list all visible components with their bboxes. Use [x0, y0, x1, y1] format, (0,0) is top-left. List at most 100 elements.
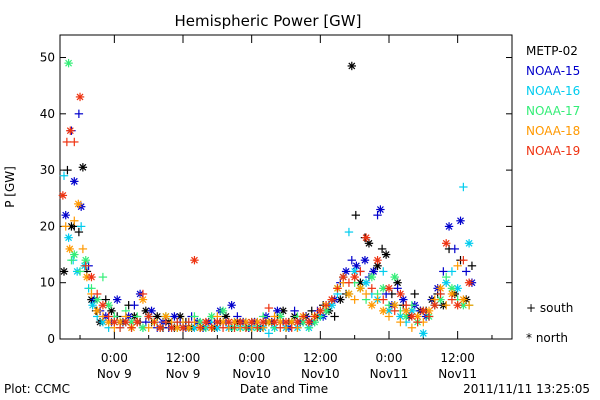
south-point-NOAA-19	[253, 323, 262, 332]
north-point-NOAA-16	[442, 278, 451, 287]
north-point-NOAA-15	[369, 267, 378, 276]
north-point-NOAA-18	[379, 306, 388, 316]
legend-entry-noaa-18: NOAA-18	[526, 124, 580, 138]
legend-entry-metp-02: METP-02	[526, 44, 578, 58]
north-point-NOAA-15	[147, 306, 156, 316]
north-point-NOAA-19	[98, 301, 108, 310]
south-point-NOAA-19	[321, 301, 331, 310]
north-point-NOAA-17	[218, 306, 228, 316]
north-point-NOAA-17	[390, 272, 399, 282]
south-point-NOAA-19	[459, 255, 468, 265]
south-point-NOAA-18	[61, 222, 70, 231]
y-axis-label: P [GW]	[3, 166, 17, 208]
south-point-NOAA-19	[367, 284, 377, 293]
north-point-NOAA-16	[464, 239, 474, 248]
north-point-METP-02	[381, 250, 391, 259]
marker-legend-south: + south	[526, 301, 573, 315]
x-tick-time-label: 12:00	[166, 351, 201, 365]
x-tick-time-label: 12:00	[303, 351, 338, 365]
south-point-NOAA-18	[361, 289, 371, 299]
north-point-NOAA-18	[138, 295, 148, 304]
north-point-NOAA-15	[444, 222, 454, 231]
south-point-NOAA-15	[450, 244, 459, 254]
south-point-NOAA-18	[442, 301, 451, 310]
x-tick-date-label: Nov10	[232, 367, 271, 381]
y-tick-label: 40	[40, 107, 55, 121]
x-axis: 0:00 Nov 9 12:00 Nov 9 0:00 Nov10 12:00 Nov10 0:…	[79, 35, 493, 381]
south-point-NOAA-19	[401, 301, 411, 310]
north-point-NOAA-19	[464, 278, 474, 287]
south-point-NOAA-19	[161, 317, 171, 327]
north-point-METP-02	[107, 306, 116, 316]
north-point-NOAA-15	[376, 205, 385, 214]
north-point-NOAA-17	[70, 250, 79, 259]
north-point-NOAA-18	[344, 289, 354, 299]
north-point-NOAA-19	[293, 317, 302, 327]
north-point-NOAA-19	[66, 126, 75, 135]
south-point-NOAA-19	[195, 323, 205, 332]
marker-legend-north: * north	[526, 331, 568, 345]
south-point-METP-02	[351, 210, 361, 220]
north-point-NOAA-19	[304, 317, 314, 327]
north-point-NOAA-19	[407, 312, 417, 321]
north-point-NOAA-19	[87, 272, 96, 282]
south-point-NOAA-17	[442, 272, 451, 282]
south-point-NOAA-17	[98, 272, 108, 282]
north-point-NOAA-15	[456, 216, 465, 225]
north-point-NOAA-17	[447, 284, 457, 293]
north-point-NOAA-18	[92, 306, 102, 316]
north-point-NOAA-15	[170, 312, 179, 321]
south-point-NOAA-19	[230, 323, 239, 332]
south-point-NOAA-19	[173, 317, 182, 327]
north-point-NOAA-16	[419, 329, 428, 338]
south-point-NOAA-19	[436, 289, 445, 299]
south-point-NOAA-19	[264, 303, 274, 313]
x-tick-time-label: 12:00	[440, 351, 475, 365]
north-point-NOAA-19	[384, 284, 394, 293]
south-point-NOAA-15	[74, 109, 84, 119]
south-point-NOAA-18	[350, 295, 359, 304]
chart-title: Hemispheric Power [GW]	[175, 12, 362, 30]
north-point-METP-02	[153, 312, 162, 321]
south-point-NOAA-19	[276, 323, 285, 332]
south-point-NOAA-16	[459, 182, 468, 192]
south-point-NOAA-15	[462, 267, 471, 276]
south-point-NOAA-19	[356, 267, 365, 276]
north-point-NOAA-15	[352, 261, 361, 271]
south-point-NOAA-15	[290, 306, 299, 316]
north-point-NOAA-19	[396, 289, 405, 299]
y-tick-label: 10	[40, 276, 55, 290]
south-point-NOAA-18	[453, 261, 462, 271]
south-point-METP-02	[74, 227, 84, 237]
south-point-METP-02	[330, 312, 339, 321]
south-point-NOAA-19	[115, 323, 125, 332]
south-point-NOAA-17	[75, 267, 85, 276]
south-point-NOAA-16	[59, 171, 69, 180]
south-point-NOAA-19	[287, 323, 296, 332]
north-point-NOAA-18	[65, 244, 74, 254]
north-point-NOAA-15	[273, 306, 282, 316]
north-point-METP-02	[78, 163, 88, 172]
x-tick-time-label: 0:00	[376, 351, 403, 365]
timestamp: 2011/11/11 13:25:05	[463, 382, 590, 396]
x-tick-date-label: Nov11	[370, 367, 409, 381]
north-point-NOAA-19	[236, 317, 245, 327]
north-point-NOAA-16	[361, 278, 371, 287]
north-point-NOAA-19	[350, 272, 359, 282]
y-axis: 0 10 20 30 40 50	[40, 51, 512, 346]
north-point-NOAA-19	[281, 317, 291, 327]
south-point-METP-02	[467, 261, 477, 271]
x-tick-date-label: Nov 9	[97, 367, 132, 381]
south-point-NOAA-19	[92, 289, 102, 299]
south-point-NOAA-19	[127, 323, 136, 332]
north-point-NOAA-19	[453, 301, 462, 310]
north-point-NOAA-19	[190, 255, 199, 265]
marker-legend: + south * north	[526, 301, 573, 345]
north-point-NOAA-19	[419, 306, 428, 316]
south-point-NOAA-16	[264, 329, 274, 338]
south-point-NOAA-19	[104, 312, 113, 321]
south-point-NOAA-19	[390, 306, 399, 316]
north-point-METP-02	[175, 312, 185, 321]
south-point-NOAA-19	[298, 312, 308, 321]
